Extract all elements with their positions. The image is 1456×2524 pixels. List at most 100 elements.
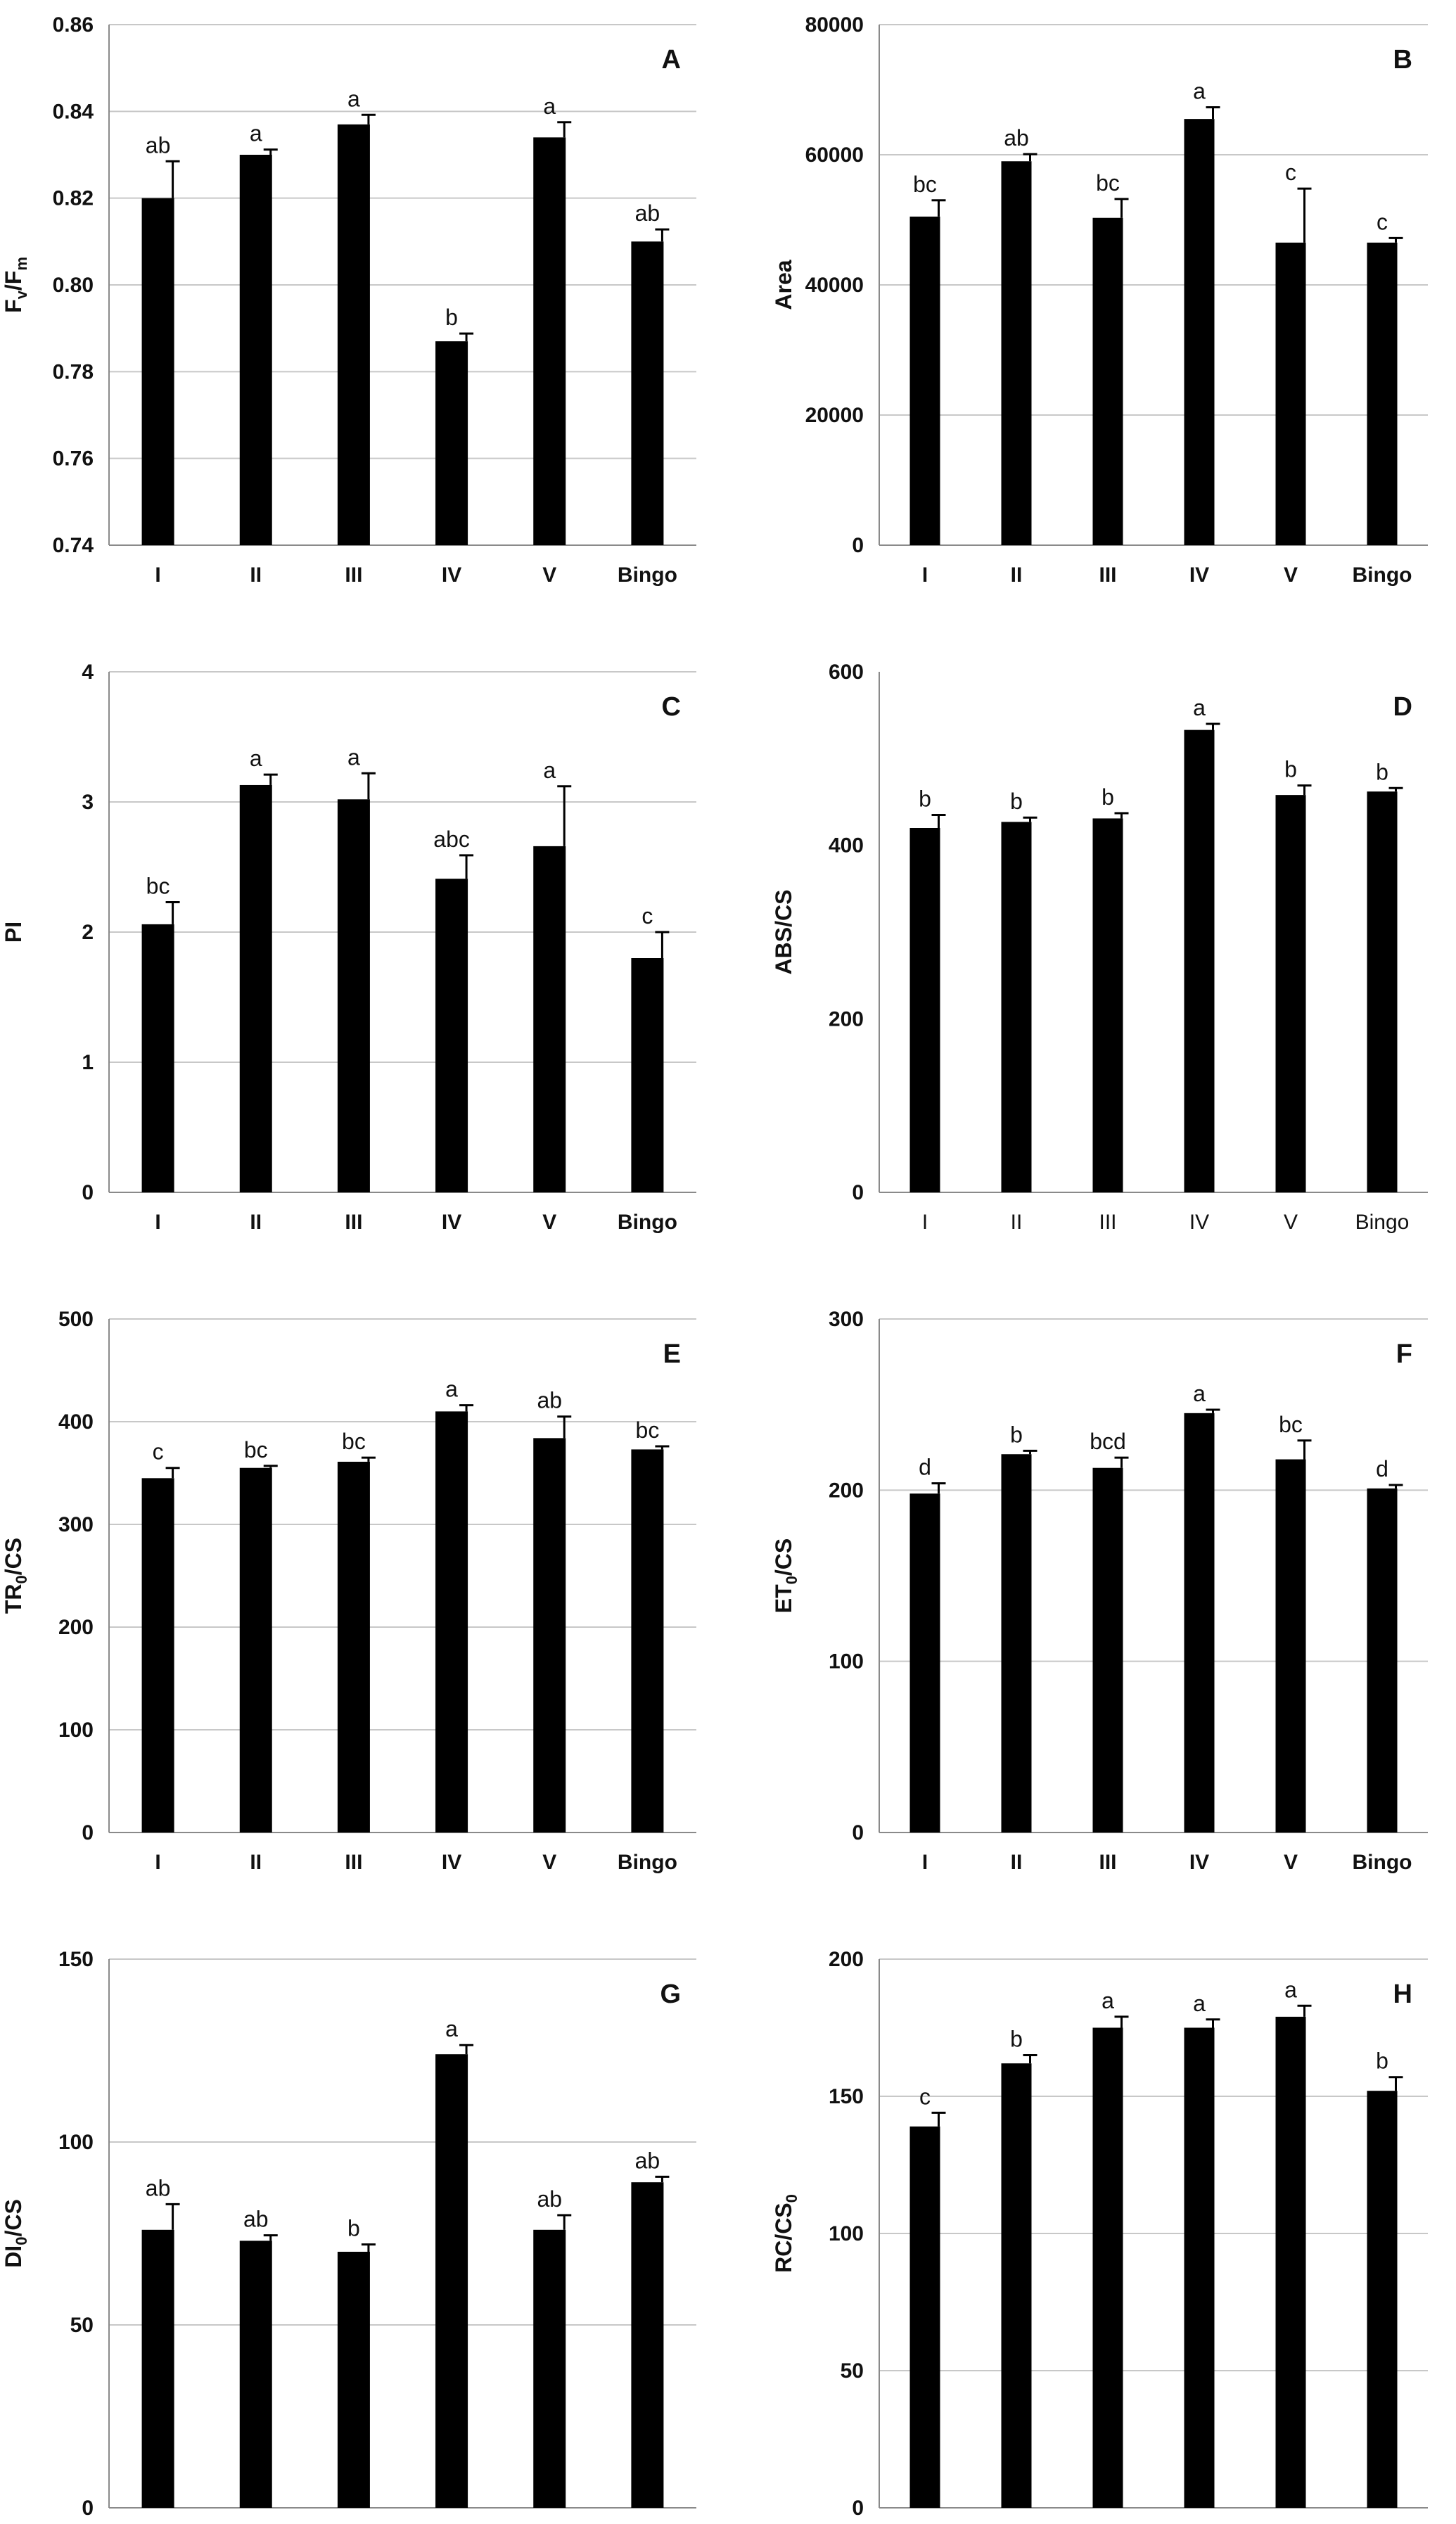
y-axis-label-part: RC/CS: [771, 2203, 796, 2273]
bar: [1367, 2091, 1398, 2508]
bar: [1001, 2063, 1032, 2508]
bar: [631, 241, 664, 545]
bar: [1275, 795, 1306, 1192]
y-tick-label: 60000: [805, 144, 864, 167]
significance-letter: a: [1193, 78, 1206, 103]
significance-letter: b: [1101, 784, 1114, 810]
bar: [1092, 1467, 1123, 1833]
bar: [1275, 242, 1306, 545]
x-tick-label: IV: [1189, 1211, 1209, 1234]
bar: [337, 124, 370, 546]
significance-letter: a: [1101, 1988, 1114, 2013]
bar: [631, 1449, 664, 1833]
x-tick-label: I: [922, 1211, 928, 1234]
y-tick-label: 80000: [805, 13, 864, 37]
bar: [1184, 729, 1215, 1192]
chart-panel-c: 0 1 2 3 4 bc Ia II a III abc IV a Vc Bingo C PI: [1, 661, 696, 1234]
significance-letter: bc: [146, 873, 170, 898]
y-tick-label: 0.74: [53, 534, 94, 557]
significance-letter: d: [1376, 1456, 1388, 1481]
y-tick-label: 4: [82, 661, 94, 684]
panel-label: B: [1393, 45, 1412, 75]
bar: [1367, 791, 1398, 1192]
bar: [1184, 1413, 1215, 1833]
bar: [533, 1438, 566, 1833]
bar: [337, 1461, 370, 1833]
y-tick-label: 50: [841, 2359, 864, 2383]
y-axis-label: RC/CS0: [771, 2194, 800, 2273]
x-tick-label: V: [1284, 563, 1298, 587]
x-tick-label: IV: [1189, 563, 1209, 587]
y-axis-label: ET0/CS: [771, 1538, 800, 1613]
significance-letter: ab: [537, 2186, 562, 2212]
significance-letter: bc: [244, 1437, 268, 1462]
chart-panel-h: 050100150200cIbIIaIIIaIVaVbBingoHRC/CS0: [771, 1948, 1428, 2520]
panel-label: E: [663, 1339, 681, 1369]
bar: [1001, 1454, 1032, 1833]
y-tick-label: 150: [58, 1948, 94, 1971]
y-tick-label: 100: [58, 1719, 94, 1742]
significance-letter: c: [1285, 160, 1296, 185]
bar: [435, 2054, 468, 2508]
significance-letter: a: [445, 1377, 458, 1402]
x-tick-label: V: [542, 563, 556, 587]
bar: [1367, 1488, 1398, 1833]
bar: [1001, 822, 1032, 1192]
bar: [1367, 242, 1398, 545]
y-axis-label: Fv/Fm: [1, 257, 30, 313]
x-tick-label: IV: [442, 563, 461, 587]
bar: [239, 2241, 272, 2508]
x-tick-label: IV: [442, 1851, 461, 1874]
chart-panel-e: 0 100 200 300 400 500 c Ibc II bc III a IV ab Vbc Bingo…: [1, 1308, 696, 1874]
significance-letter: a: [347, 86, 360, 111]
y-tick-label: 400: [829, 834, 864, 858]
bar: [141, 198, 174, 545]
significance-letter: b: [1010, 1422, 1023, 1447]
x-tick-label: II: [250, 563, 262, 587]
y-axis-label-part: 0: [783, 2194, 800, 2203]
x-tick-label: III: [345, 563, 362, 587]
y-tick-label: 50: [70, 2314, 94, 2337]
x-tick-label: III: [345, 1851, 362, 1874]
y-axis-label-part: 0: [13, 2237, 30, 2245]
bar: [533, 137, 566, 546]
y-axis-label-part: Area: [771, 260, 796, 310]
y-tick-label: 300: [58, 1513, 94, 1536]
bar: [141, 1478, 174, 1833]
significance-letter: a: [445, 2016, 458, 2041]
y-axis-label-part: /CS: [1, 1538, 26, 1575]
bar: [1184, 119, 1215, 545]
bar: [1184, 2027, 1215, 2508]
y-axis-label-part: m: [13, 257, 30, 271]
y-tick-label: 1: [82, 1051, 94, 1074]
y-tick-label: 0: [82, 1181, 94, 1204]
x-tick-label: III: [1099, 1211, 1116, 1234]
significance-letter: a: [1193, 1991, 1206, 2016]
x-tick-label: II: [1011, 1211, 1023, 1234]
y-tick-label: 150: [829, 2085, 864, 2108]
y-axis-label-part: 0: [783, 1576, 800, 1584]
significance-letter: a: [1193, 695, 1206, 720]
significance-letter: ab: [635, 2148, 660, 2173]
x-tick-label: V: [542, 1851, 556, 1874]
x-tick-label: V: [1284, 1851, 1298, 1874]
y-tick-label: 20000: [805, 404, 864, 427]
y-axis-label: PI: [1, 922, 26, 943]
y-tick-label: 100: [829, 1650, 864, 1674]
y-axis-label-part: /CS: [1, 2199, 26, 2236]
y-axis-label-part: v: [13, 290, 30, 299]
y-axis-label-part: TR: [1, 1583, 26, 1614]
y-tick-label: 200: [829, 1948, 864, 1971]
bar: [909, 1493, 940, 1833]
y-tick-label: 200: [58, 1616, 94, 1639]
x-tick-label: II: [250, 1851, 262, 1874]
y-tick-label: 300: [829, 1308, 864, 1331]
significance-letter: b: [1010, 789, 1023, 814]
y-tick-label: 100: [829, 2222, 864, 2245]
bar: [631, 2182, 664, 2508]
significance-letter: ab: [146, 2175, 171, 2200]
y-axis-label-part: ET: [771, 1584, 796, 1613]
panel-label: A: [662, 45, 681, 75]
significance-letter: b: [1284, 757, 1297, 782]
